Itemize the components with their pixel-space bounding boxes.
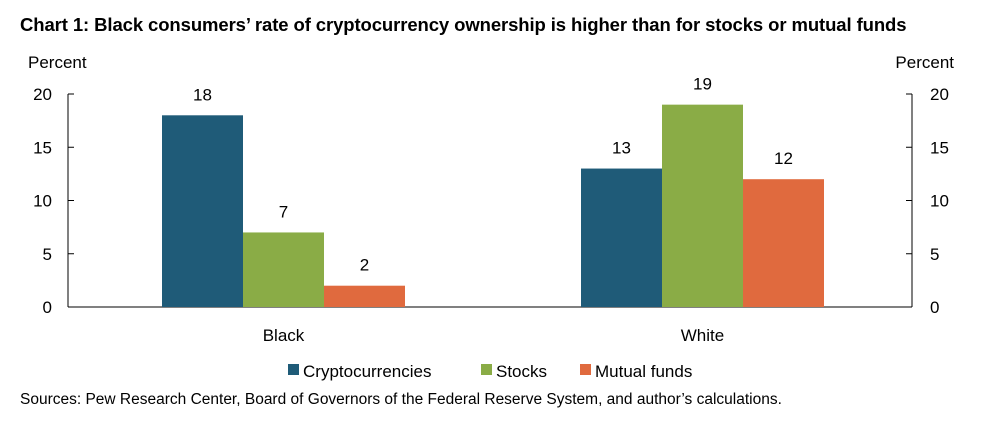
bar (324, 285, 405, 307)
legend-swatch (288, 364, 299, 375)
left-y-tick-label: 20 (33, 85, 52, 104)
legend-label: Cryptocurrencies (303, 362, 432, 381)
x-category-label: White (681, 326, 724, 345)
left-y-tick-label: 5 (43, 245, 52, 264)
data-label: 18 (193, 85, 212, 104)
data-label: 7 (279, 202, 288, 221)
legend-label: Stocks (496, 362, 547, 381)
right-y-tick-label: 20 (930, 85, 949, 104)
x-category-label: Black (263, 326, 305, 345)
data-label: 19 (693, 75, 712, 94)
legend-swatch (481, 364, 492, 375)
legend-swatch (580, 364, 591, 375)
legend-label: Mutual funds (595, 362, 692, 381)
bar (243, 232, 324, 307)
source-note: Sources: Pew Research Center, Board of G… (20, 391, 782, 408)
right-y-tick-label: 5 (930, 245, 939, 264)
right-y-tick-label: 15 (930, 138, 949, 157)
data-label: 12 (774, 149, 793, 168)
data-label: 13 (612, 139, 631, 158)
left-y-tick-label: 15 (33, 138, 52, 157)
bar (162, 115, 243, 307)
left-y-axis-label: Percent (28, 53, 87, 72)
bar (581, 168, 662, 307)
bar (662, 104, 743, 308)
right-y-tick-label: 10 (930, 192, 949, 211)
right-y-tick-label: 0 (930, 298, 939, 317)
bar (743, 179, 824, 307)
left-y-tick-label: 10 (33, 192, 52, 211)
right-y-axis-label: Percent (895, 53, 954, 72)
left-y-tick-label: 0 (43, 298, 52, 317)
chart-title: Chart 1: Black consumers’ rate of crypto… (20, 14, 907, 35)
data-label: 2 (360, 256, 369, 275)
